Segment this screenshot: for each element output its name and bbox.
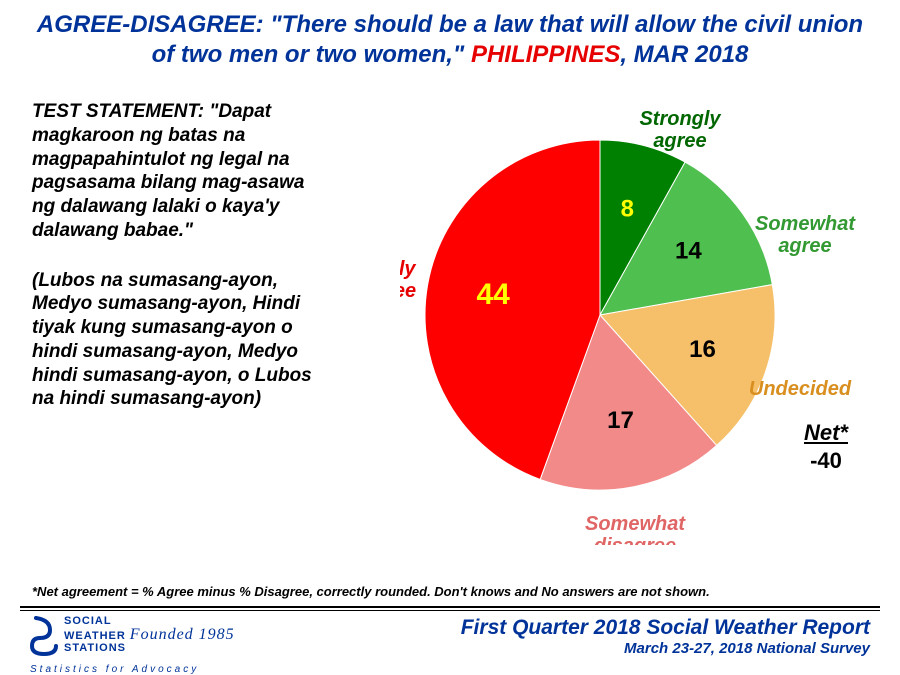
pie-value-somewhat_agree: 14 [675, 237, 702, 264]
pie-label-somewhat_disagree: Somewhatdisagree [585, 513, 686, 545]
pie-chart: 8 14 16 17 44 Stronglyagree Somewhatagree Undec… [400, 85, 880, 545]
org-line3: STATIONS [64, 643, 235, 654]
pie-label-strongly_agree: Stronglyagree [639, 108, 721, 152]
pie-label-somewhat_agree: Somewhatagree [755, 213, 856, 257]
footnote: *Net agreement = % Agree minus % Disagre… [32, 584, 710, 599]
test-statement-main: TEST STATEMENT: "Dapat magkaroon ng bata… [32, 100, 332, 243]
pie-label-undecided: Undecided [749, 378, 852, 400]
footer: SOCIAL WEATHERFounded 1985 STATIONS Stat… [0, 614, 900, 674]
pie-value-strongly_agree: 8 [621, 195, 634, 222]
title-suffix: , MAR 2018 [620, 41, 748, 68]
footer-report: First Quarter 2018 Social Weather Report… [461, 616, 870, 657]
org-logo-icon [30, 616, 58, 662]
pie-label-strongly_disagree: Stronglydisagree [400, 258, 416, 302]
divider-thick [20, 606, 880, 608]
org-tagline: Statistics for Advocacy [30, 664, 235, 675]
pie-value-strongly_disagree: 44 [476, 278, 510, 311]
net-label: Net* [802, 420, 850, 446]
org-line2: WEATHER [64, 630, 126, 642]
divider-thin [20, 610, 880, 611]
test-statement-options: (Lubos na sumasang-ayon, Medyo sumasang-… [32, 269, 332, 412]
report-subtitle: March 23-27, 2018 National Survey [461, 640, 870, 657]
footer-org: SOCIAL WEATHERFounded 1985 STATIONS Stat… [30, 616, 235, 675]
org-founded: Founded 1985 [130, 626, 235, 643]
pie-value-undecided: 16 [689, 336, 716, 363]
test-statement: TEST STATEMENT: "Dapat magkaroon ng bata… [32, 100, 332, 411]
pie-svg: 8 14 16 17 44 Stronglyagree Somewhatagree Undec… [400, 85, 880, 545]
infographic-page: AGREE-DISAGREE: "There should be a law t… [0, 0, 900, 675]
net-value: -40 [802, 448, 850, 474]
report-title: First Quarter 2018 Social Weather Report [461, 616, 870, 640]
title-highlight: PHILIPPINES [471, 41, 620, 68]
pie-value-somewhat_disagree: 17 [607, 407, 634, 434]
net-agreement: Net* -40 [802, 420, 850, 474]
page-title: AGREE-DISAGREE: "There should be a law t… [30, 10, 870, 70]
